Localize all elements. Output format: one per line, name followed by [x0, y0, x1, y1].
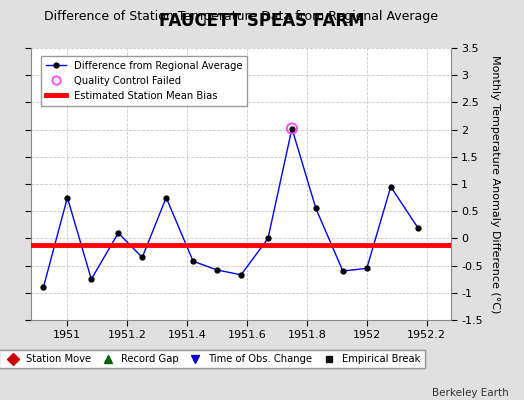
Y-axis label: Monthly Temperature Anomaly Difference (°C): Monthly Temperature Anomaly Difference (… [489, 55, 499, 313]
Legend: Station Move, Record Gap, Time of Obs. Change, Empirical Break: Station Move, Record Gap, Time of Obs. C… [0, 350, 425, 368]
Text: FAUCETT SPEAS FARM: FAUCETT SPEAS FARM [159, 12, 365, 30]
Difference from Regional Average [388, 184, 394, 189]
Difference from Regional Average [40, 285, 47, 290]
Difference from Regional Average [214, 268, 220, 272]
Difference from Regional Average [289, 126, 295, 131]
Line: Difference from Regional Average: Difference from Regional Average [41, 126, 420, 290]
Difference from Regional Average [88, 277, 94, 282]
Title: Difference of Station Temperature Data from Regional Average: Difference of Station Temperature Data f… [44, 10, 438, 23]
Difference from Regional Average [64, 195, 71, 200]
Difference from Regional Average [238, 272, 244, 277]
Quality Control Failed [288, 125, 296, 132]
Difference from Regional Average [190, 259, 196, 264]
Difference from Regional Average [414, 225, 421, 230]
Difference from Regional Average [313, 206, 319, 211]
Difference from Regional Average [364, 266, 370, 271]
Text: Berkeley Earth: Berkeley Earth [432, 388, 508, 398]
Difference from Regional Average [139, 255, 145, 260]
Difference from Regional Average [115, 230, 122, 235]
Difference from Regional Average [265, 236, 271, 241]
Difference from Regional Average [340, 269, 346, 274]
Difference from Regional Average [163, 195, 169, 200]
